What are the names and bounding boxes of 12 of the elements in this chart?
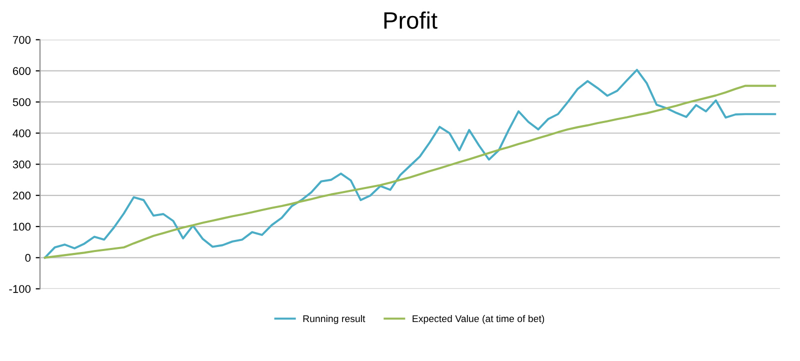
y-tick-label: 0 [25,254,31,262]
y-tick-label: 100 [13,222,31,231]
y-tick-label: 500 [12,98,31,106]
legend-label: Running result [303,314,366,324]
y-tick-label: 600 [13,67,31,75]
chart-title: Profit [384,11,438,29]
y-tick-label: 400 [12,129,31,138]
y-tick-label: 700 [13,36,31,44]
legend-label: Expected Value (at time of bet) [412,314,544,324]
y-tick-label: -100 [9,285,31,293]
y-tick-label: 300 [12,160,31,168]
y-tick-label: 200 [12,192,31,200]
